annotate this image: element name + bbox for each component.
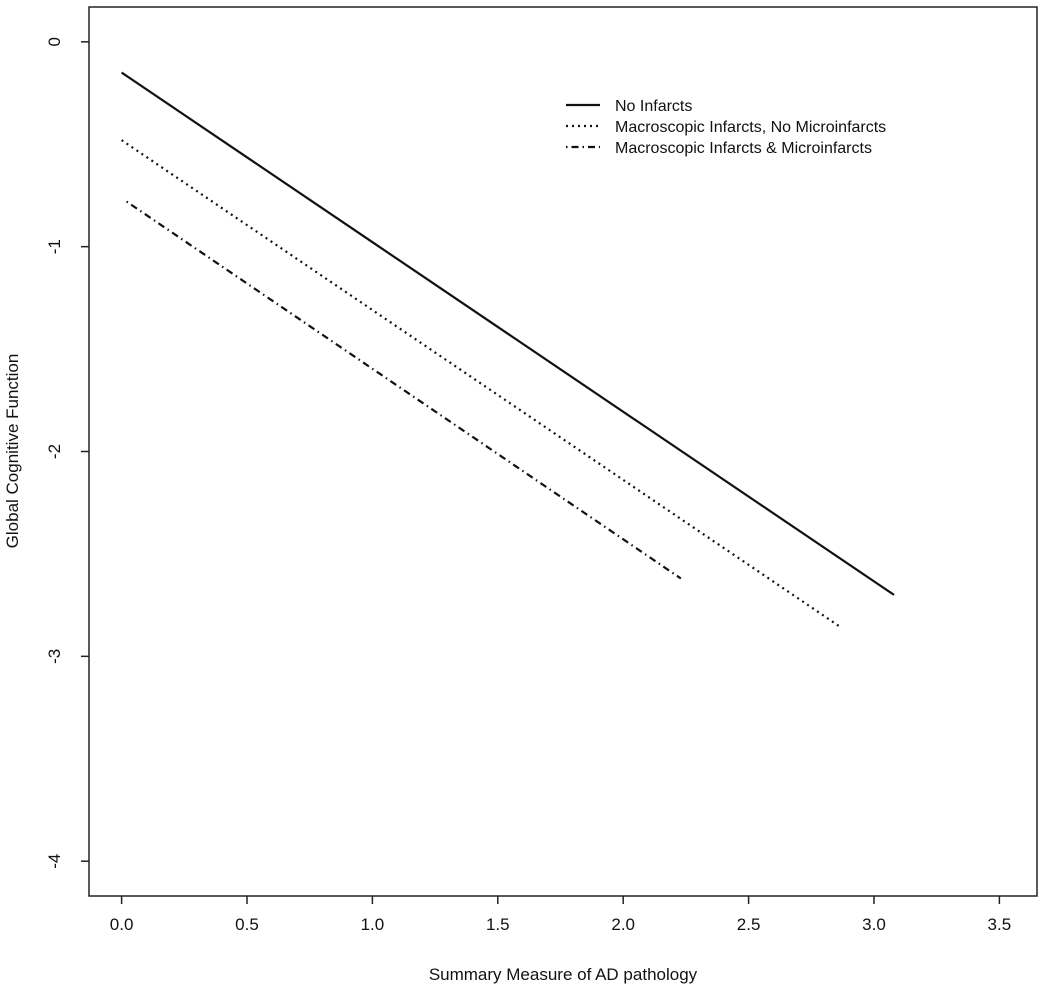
- y-tick-label: -1: [45, 239, 64, 254]
- series-line-2: [120, 139, 842, 629]
- series-line-1: [120, 71, 895, 596]
- x-axis: 0.0 0.5 1.0 1.5 2.0 2.5 3.0 3.5: [110, 896, 1011, 934]
- legend-label-3: Macroscopic Infarcts & Microinfarcts: [615, 140, 872, 157]
- legend-label-2: Macroscopic Infarcts, No Microinfarcts: [615, 119, 886, 136]
- series-lines: [120, 71, 895, 629]
- x-tick-label: 1.0: [361, 915, 385, 934]
- legend: No Infarcts Macroscopic Infarcts, No Micr…: [566, 98, 886, 157]
- plot-frame: [88, 6, 1038, 897]
- x-tick-label: 1.5: [486, 915, 510, 934]
- x-axis-label: Summary Measure of AD pathology: [429, 965, 698, 984]
- x-tick-label: 0.0: [110, 915, 134, 934]
- x-tick-label: 3.0: [862, 915, 886, 934]
- y-tick-label: -3: [45, 649, 64, 664]
- y-tick-label: -4: [45, 854, 64, 869]
- y-axis: 0 -1 -2 -3 -4: [45, 37, 89, 869]
- x-tick-label: 3.5: [988, 915, 1012, 934]
- y-tick-label: -2: [45, 444, 64, 459]
- x-tick-label: 2.0: [611, 915, 635, 934]
- y-axis-label: Global Cognitive Function: [3, 354, 22, 549]
- y-tick-label: 0: [45, 37, 64, 46]
- legend-label-1: No Infarcts: [615, 98, 692, 115]
- x-tick-label: 0.5: [235, 915, 259, 934]
- series-line-3: [126, 200, 682, 580]
- x-tick-label: 2.5: [737, 915, 761, 934]
